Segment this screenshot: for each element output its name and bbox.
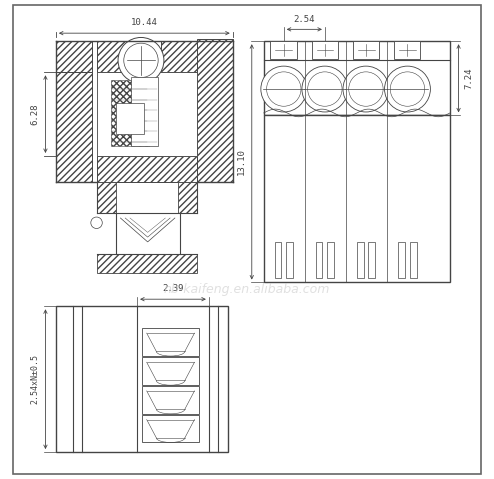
Text: 2.39: 2.39 — [162, 285, 184, 294]
Bar — [56, 41, 92, 72]
Bar — [142, 415, 199, 443]
Bar — [275, 242, 282, 278]
Bar — [410, 242, 416, 278]
Circle shape — [343, 66, 389, 112]
Bar — [116, 103, 144, 135]
Bar — [96, 72, 197, 156]
Bar — [178, 182, 197, 213]
Circle shape — [91, 217, 102, 228]
Text: 6.28: 6.28 — [31, 103, 40, 125]
Bar — [116, 213, 180, 254]
Circle shape — [267, 72, 301, 106]
Bar — [264, 41, 450, 115]
Circle shape — [261, 66, 307, 112]
Bar — [96, 41, 139, 72]
Bar — [270, 41, 297, 59]
Bar — [357, 242, 364, 278]
Text: nb-kaifeng.en.alibaba.com: nb-kaifeng.en.alibaba.com — [164, 283, 330, 296]
Bar — [56, 72, 92, 182]
Bar — [161, 41, 202, 72]
Bar — [197, 39, 233, 182]
Bar — [142, 328, 199, 356]
Bar — [96, 182, 116, 213]
Circle shape — [390, 72, 425, 106]
Text: 2.54xN±0.5: 2.54xN±0.5 — [31, 354, 40, 404]
Text: 2.54: 2.54 — [293, 15, 315, 23]
Circle shape — [349, 72, 383, 106]
Bar — [56, 307, 228, 452]
Bar — [142, 357, 199, 385]
Bar — [96, 156, 197, 182]
Circle shape — [384, 66, 430, 112]
Bar — [353, 41, 379, 59]
Bar — [312, 41, 338, 59]
Bar — [398, 242, 405, 278]
Bar — [316, 242, 323, 278]
Text: 7.24: 7.24 — [464, 68, 473, 89]
Circle shape — [124, 43, 158, 78]
Bar — [142, 386, 199, 414]
Text: 10.44: 10.44 — [131, 18, 158, 27]
Bar — [286, 242, 293, 278]
Bar — [394, 41, 420, 59]
Bar — [131, 77, 158, 147]
Bar — [327, 242, 334, 278]
Bar — [369, 242, 375, 278]
Bar — [96, 254, 197, 273]
Bar — [111, 80, 149, 147]
Circle shape — [118, 37, 164, 83]
Bar — [264, 115, 450, 283]
Circle shape — [308, 72, 342, 106]
Text: 13.10: 13.10 — [237, 148, 246, 175]
Circle shape — [302, 66, 348, 112]
